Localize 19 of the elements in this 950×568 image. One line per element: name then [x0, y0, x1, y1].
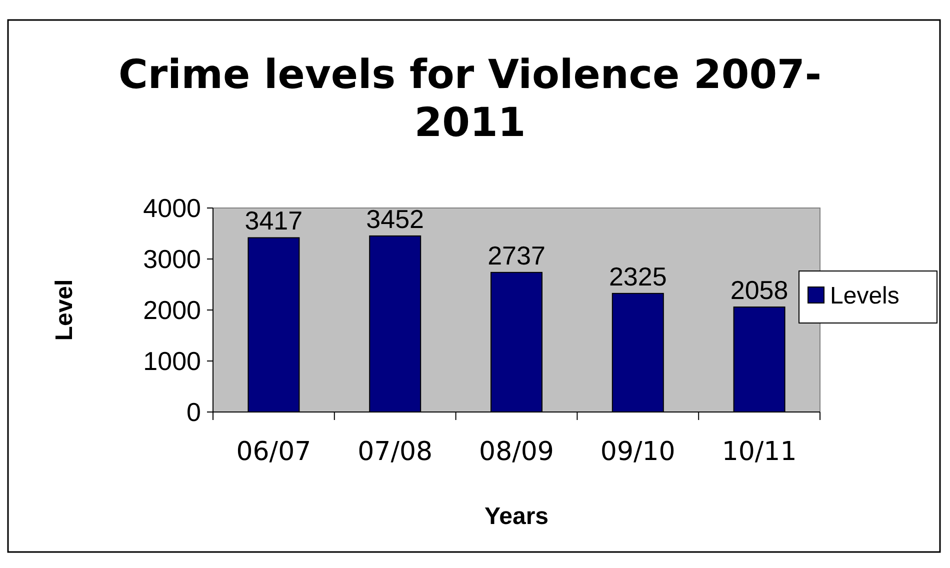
x-tick-label: 09/10 [600, 437, 676, 467]
y-tick-label: 2000 [143, 295, 201, 326]
y-tick-label: 4000 [143, 193, 201, 224]
x-tick-label: 08/09 [479, 437, 554, 467]
y-tick-label: 1000 [143, 346, 201, 376]
data-label: 3417 [244, 206, 303, 236]
y-tick-label: 0 [186, 397, 201, 428]
y-axis-title: Level [51, 279, 78, 341]
x-axis-title: Years [484, 503, 549, 530]
chart-title: Crime levels for Violence 2007-2011 [118, 52, 822, 146]
data-label: 3452 [366, 204, 424, 234]
data-label: 2325 [608, 261, 667, 292]
data-label: 2058 [730, 275, 788, 306]
x-tick-label: 10/11 [722, 437, 797, 467]
x-tick-label: 07/08 [358, 437, 433, 467]
y-tick-label: 3000 [143, 244, 201, 274]
x-tick-label: 06/07 [236, 437, 312, 467]
data-label: 2737 [488, 240, 546, 270]
legend-label: Levels [830, 282, 900, 310]
